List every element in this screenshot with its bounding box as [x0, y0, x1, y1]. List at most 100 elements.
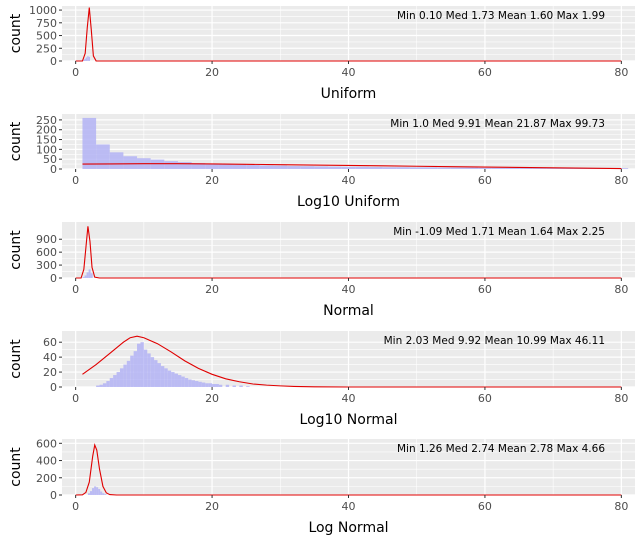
density-curve	[82, 335, 622, 388]
y-axis-title: count	[8, 121, 24, 161]
histogram-bar	[546, 168, 560, 169]
x-tick-label: 40	[342, 392, 356, 405]
x-tick-label: 0	[72, 66, 79, 79]
histogram-bar	[232, 385, 236, 387]
histogram-bar	[273, 165, 288, 169]
histogram-bar	[519, 168, 533, 169]
x-axis-title: Normal	[323, 303, 374, 319]
histogram-bar	[100, 491, 103, 495]
histogram-bar	[191, 380, 196, 387]
histogram-bar	[478, 167, 492, 169]
histogram-bar	[201, 382, 206, 387]
histogram-panel: Min 1.26 Med 2.74 Mean 2.78 Max 4.660200…	[8, 437, 635, 536]
x-tick-label: 40	[342, 66, 356, 79]
histogram-bar	[177, 375, 182, 387]
stats-annotation: Min 2.03 Med 9.92 Mean 10.99 Max 46.11	[384, 335, 605, 347]
histogram-bar	[140, 342, 144, 387]
stats-annotation: Min -1.09 Med 1.71 Mean 1.64 Max 2.25	[393, 226, 605, 238]
x-tick-label: 60	[478, 283, 492, 296]
histogram-bar	[382, 167, 397, 169]
histogram-bar	[437, 167, 451, 169]
x-tick-label: 60	[478, 174, 492, 187]
histogram-bar	[423, 167, 438, 169]
y-tick-label: 900	[36, 233, 57, 246]
x-tick-label: 80	[614, 66, 628, 79]
histogram-bar	[355, 166, 369, 169]
histogram-bar	[171, 372, 175, 387]
histogram-bar	[239, 385, 243, 387]
histogram-bar	[102, 383, 107, 387]
x-tick-label: 60	[478, 500, 492, 513]
histogram-bar	[98, 488, 101, 495]
histogram-bar	[84, 275, 87, 278]
histogram-bar	[328, 166, 342, 169]
histogram-bar	[532, 168, 547, 169]
histogram-bar	[181, 376, 185, 387]
histogram-bar	[85, 57, 88, 61]
histogram-bar	[157, 363, 161, 387]
histogram-bar	[218, 384, 223, 387]
x-tick-label: 80	[614, 283, 628, 296]
histogram-bar	[150, 159, 165, 169]
y-tick-label: 1000	[29, 4, 57, 17]
y-tick-label: 60	[43, 336, 57, 349]
histogram-bar	[191, 163, 206, 169]
x-tick-label: 40	[342, 283, 356, 296]
histogram-bar	[215, 384, 219, 387]
histogram-bar	[212, 384, 216, 387]
y-axis-title: count	[8, 339, 24, 379]
histogram-bar	[104, 494, 107, 495]
y-tick-label: 0	[50, 163, 57, 176]
y-tick-label: 600	[36, 246, 57, 259]
stats-annotation: Min 0.10 Med 1.73 Mean 1.60 Max 1.99	[397, 10, 605, 22]
x-tick-label: 60	[478, 66, 492, 79]
histogram-bar	[126, 360, 131, 387]
histogram-bar	[109, 378, 114, 387]
histogram-bar	[89, 491, 93, 495]
x-tick-label: 0	[72, 500, 79, 513]
histogram-bar	[123, 364, 127, 387]
density-curve	[82, 163, 622, 170]
x-tick-label: 80	[614, 500, 628, 513]
x-tick-label: 20	[205, 392, 219, 405]
x-tick-label: 0	[72, 174, 79, 187]
histogram-bar	[94, 486, 97, 495]
histogram-bar	[96, 144, 110, 169]
x-tick-label: 80	[614, 392, 628, 405]
histogram-bar	[188, 379, 192, 387]
histogram-bar	[96, 487, 99, 495]
histogram-bar	[82, 277, 85, 278]
y-tick-label: 300	[36, 259, 57, 272]
histogram-bar	[147, 353, 151, 387]
histogram-bar	[464, 167, 479, 169]
histogram-bar	[99, 384, 103, 387]
y-tick-label: 600	[36, 437, 57, 450]
histogram-panel: Min -1.09 Med 1.71 Mean 1.64 Max 2.25 030…	[8, 222, 635, 319]
histogram-bar	[167, 370, 172, 387]
histogram-bar	[90, 273, 93, 278]
histogram-bar	[109, 152, 124, 169]
x-tick-label: 20	[205, 66, 219, 79]
y-tick-label: 40	[43, 351, 57, 364]
histogram-bar	[150, 357, 155, 387]
x-axis-title: Log Normal	[308, 520, 388, 536]
density-curve	[75, 7, 622, 62]
y-tick-label: 750	[36, 17, 57, 30]
histogram-bar	[83, 59, 85, 61]
histogram-bar	[177, 162, 192, 169]
x-tick-label: 0	[72, 392, 79, 405]
y-tick-label: 0	[50, 272, 57, 285]
y-axis-title: count	[8, 13, 24, 53]
density-curve	[75, 226, 622, 279]
histogram-bar	[86, 272, 89, 278]
y-tick-label: 20	[43, 366, 57, 379]
histogram-bar	[396, 167, 410, 169]
histogram-bar	[232, 164, 247, 169]
histogram-panel: Min 1.0 Med 9.91 Mean 21.87 Max 99.73050…	[8, 114, 635, 210]
x-axis-title: Log10 Normal	[300, 412, 398, 428]
histogram-bar	[164, 161, 178, 169]
histogram-bar	[87, 56, 89, 61]
histogram-bar	[208, 383, 213, 387]
histogram-bar	[259, 165, 274, 169]
y-tick-label: 500	[36, 30, 57, 43]
